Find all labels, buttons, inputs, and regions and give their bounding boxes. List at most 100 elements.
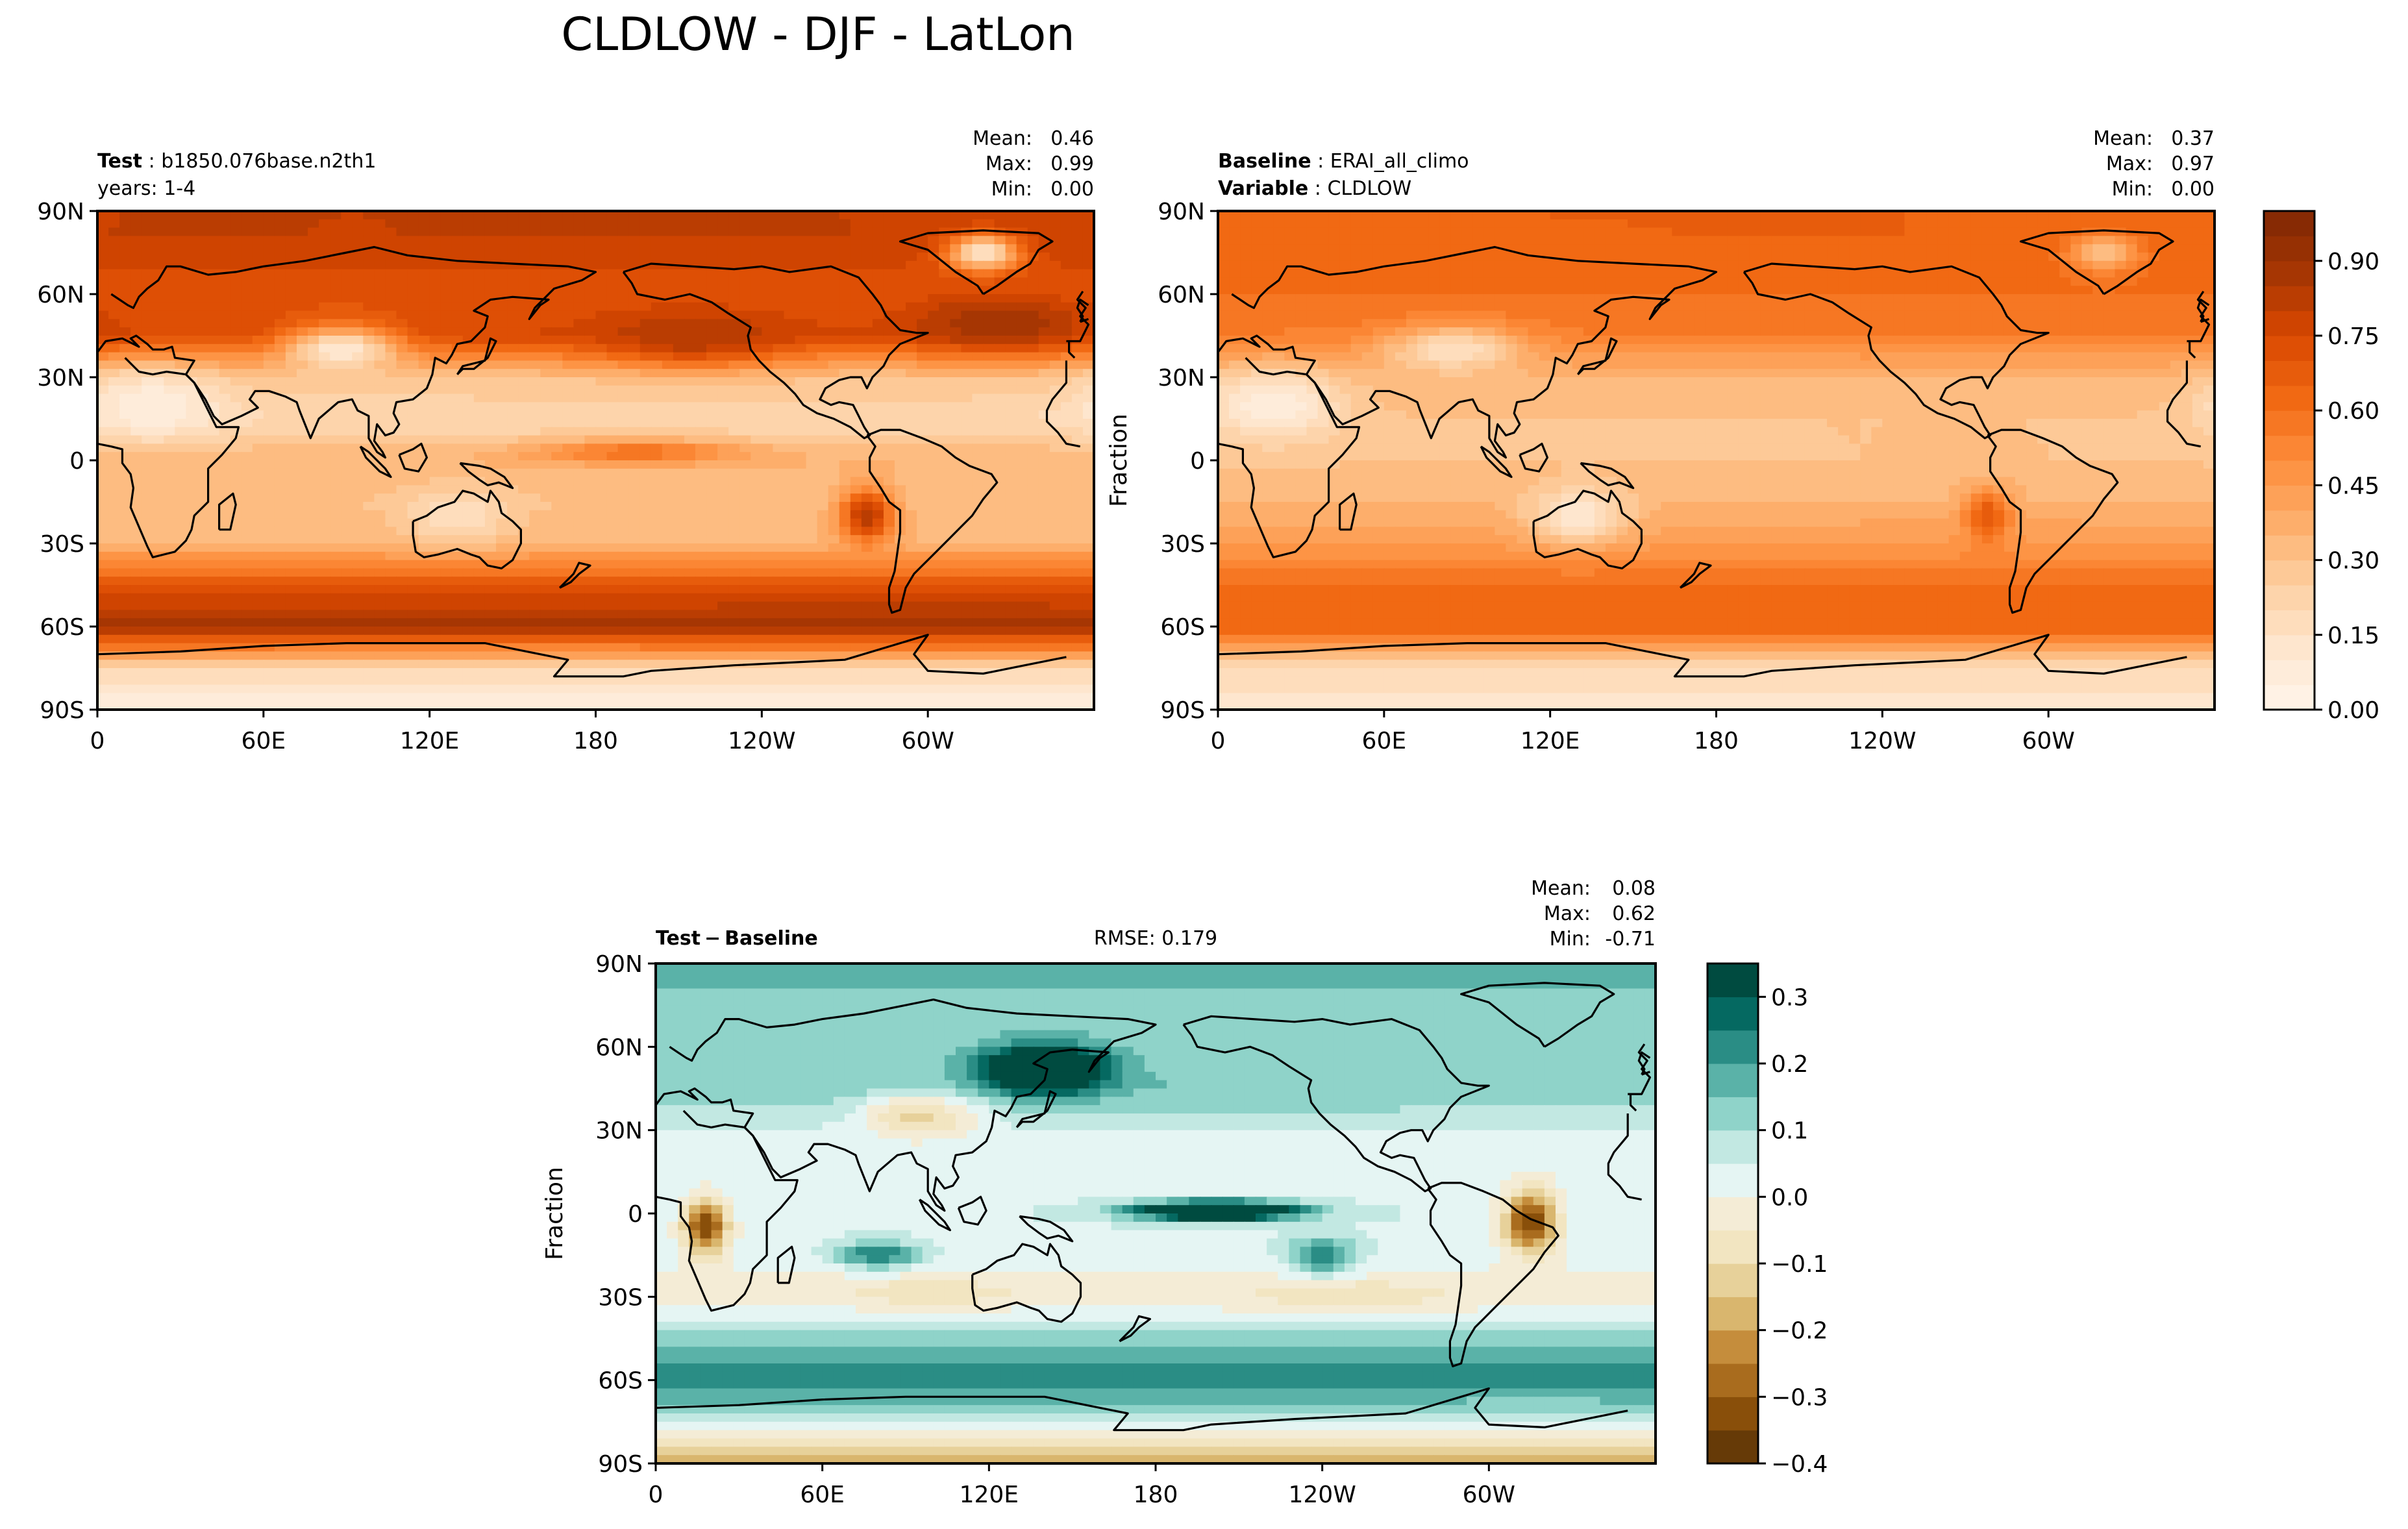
test-cell	[639, 302, 652, 312]
test-cell	[119, 410, 132, 419]
test-cell	[153, 327, 165, 336]
test-cell	[341, 410, 353, 419]
test-cell	[285, 427, 297, 436]
test-cell	[606, 502, 619, 511]
test-cell	[895, 302, 906, 312]
test-cell	[175, 402, 187, 412]
test-cell	[418, 402, 430, 412]
test-cell	[751, 236, 763, 245]
test-cell	[352, 477, 364, 486]
test-cell	[651, 360, 663, 370]
test-cell	[684, 369, 696, 378]
test-cell	[751, 310, 763, 320]
test-cell	[839, 369, 851, 378]
test-cell	[363, 593, 375, 603]
test-cell	[595, 319, 608, 329]
test-cell	[451, 510, 464, 519]
test-cell	[839, 502, 851, 511]
test-cell	[451, 253, 464, 262]
test-cell	[673, 535, 685, 544]
test-cell	[230, 377, 242, 386]
test-cell	[684, 360, 696, 370]
test-cell	[341, 601, 353, 611]
test-cell	[418, 419, 430, 428]
test-cell	[628, 410, 641, 419]
test-cell	[595, 269, 608, 279]
test-cell	[817, 319, 829, 329]
test-cell	[197, 352, 209, 362]
test-cell	[606, 360, 619, 370]
test-cell	[883, 452, 895, 461]
test-cell	[518, 518, 530, 528]
test-cell	[573, 427, 586, 436]
test-cell	[186, 219, 198, 229]
test-cell	[529, 336, 541, 345]
test-cell	[684, 610, 696, 619]
test-cell	[1016, 477, 1028, 486]
test-cell	[928, 360, 940, 370]
test-cell	[662, 610, 674, 619]
test-cell	[806, 560, 818, 569]
test-cell	[153, 577, 165, 586]
test-cell	[1071, 568, 1084, 578]
test-cell	[1005, 510, 1017, 519]
test-cell	[695, 643, 707, 653]
test-cell	[153, 244, 165, 253]
test-cell	[939, 419, 951, 428]
test-label-sep: :	[142, 150, 161, 173]
test-cell	[817, 560, 829, 569]
test-cell	[762, 219, 774, 229]
test-cell	[606, 643, 619, 653]
test-cell	[551, 253, 564, 262]
test-cell	[473, 502, 486, 511]
test-cell	[983, 577, 995, 586]
test-cell	[961, 610, 973, 619]
test-cell	[717, 485, 730, 495]
test-cell	[706, 634, 719, 644]
test-cell	[396, 660, 408, 669]
test-cell	[628, 627, 641, 636]
test-cell	[263, 294, 275, 303]
test-cell	[462, 543, 475, 553]
test-cell	[1049, 352, 1061, 362]
test-cell	[108, 369, 121, 378]
test-cell	[673, 634, 685, 644]
test-cell	[1049, 336, 1061, 345]
test-cell	[142, 402, 154, 412]
test-cell	[662, 452, 674, 461]
test-cell	[773, 551, 785, 561]
test-cell	[739, 460, 752, 469]
test-cell	[906, 510, 918, 519]
test-cell	[396, 343, 408, 353]
test-cell	[706, 269, 719, 279]
test-cell	[297, 668, 308, 677]
test-cell	[651, 327, 663, 336]
test-cell	[252, 419, 264, 428]
test-cell	[961, 327, 973, 336]
test-cell	[396, 535, 408, 544]
test-cell	[817, 593, 829, 603]
test-cell	[385, 443, 397, 453]
test-cell	[451, 634, 464, 644]
test-cell	[440, 510, 453, 519]
test-cell	[861, 260, 873, 270]
test-cell	[462, 518, 475, 528]
test-cell	[684, 477, 696, 486]
test-cell	[551, 485, 564, 495]
test-cell	[241, 244, 253, 253]
test-cell	[451, 427, 464, 436]
test-cell	[241, 518, 253, 528]
test-cell	[961, 568, 973, 578]
test-cell	[628, 427, 641, 436]
test-cell	[595, 477, 608, 486]
test-cell	[285, 568, 297, 578]
test-cell	[108, 535, 121, 544]
test-cell	[739, 651, 752, 661]
test-cell	[518, 551, 530, 561]
test-cell	[241, 577, 253, 586]
test-cell	[507, 369, 519, 378]
test-cell	[928, 477, 940, 486]
test-cell	[429, 227, 441, 237]
test-cell	[385, 485, 397, 495]
test-cell	[385, 510, 397, 519]
